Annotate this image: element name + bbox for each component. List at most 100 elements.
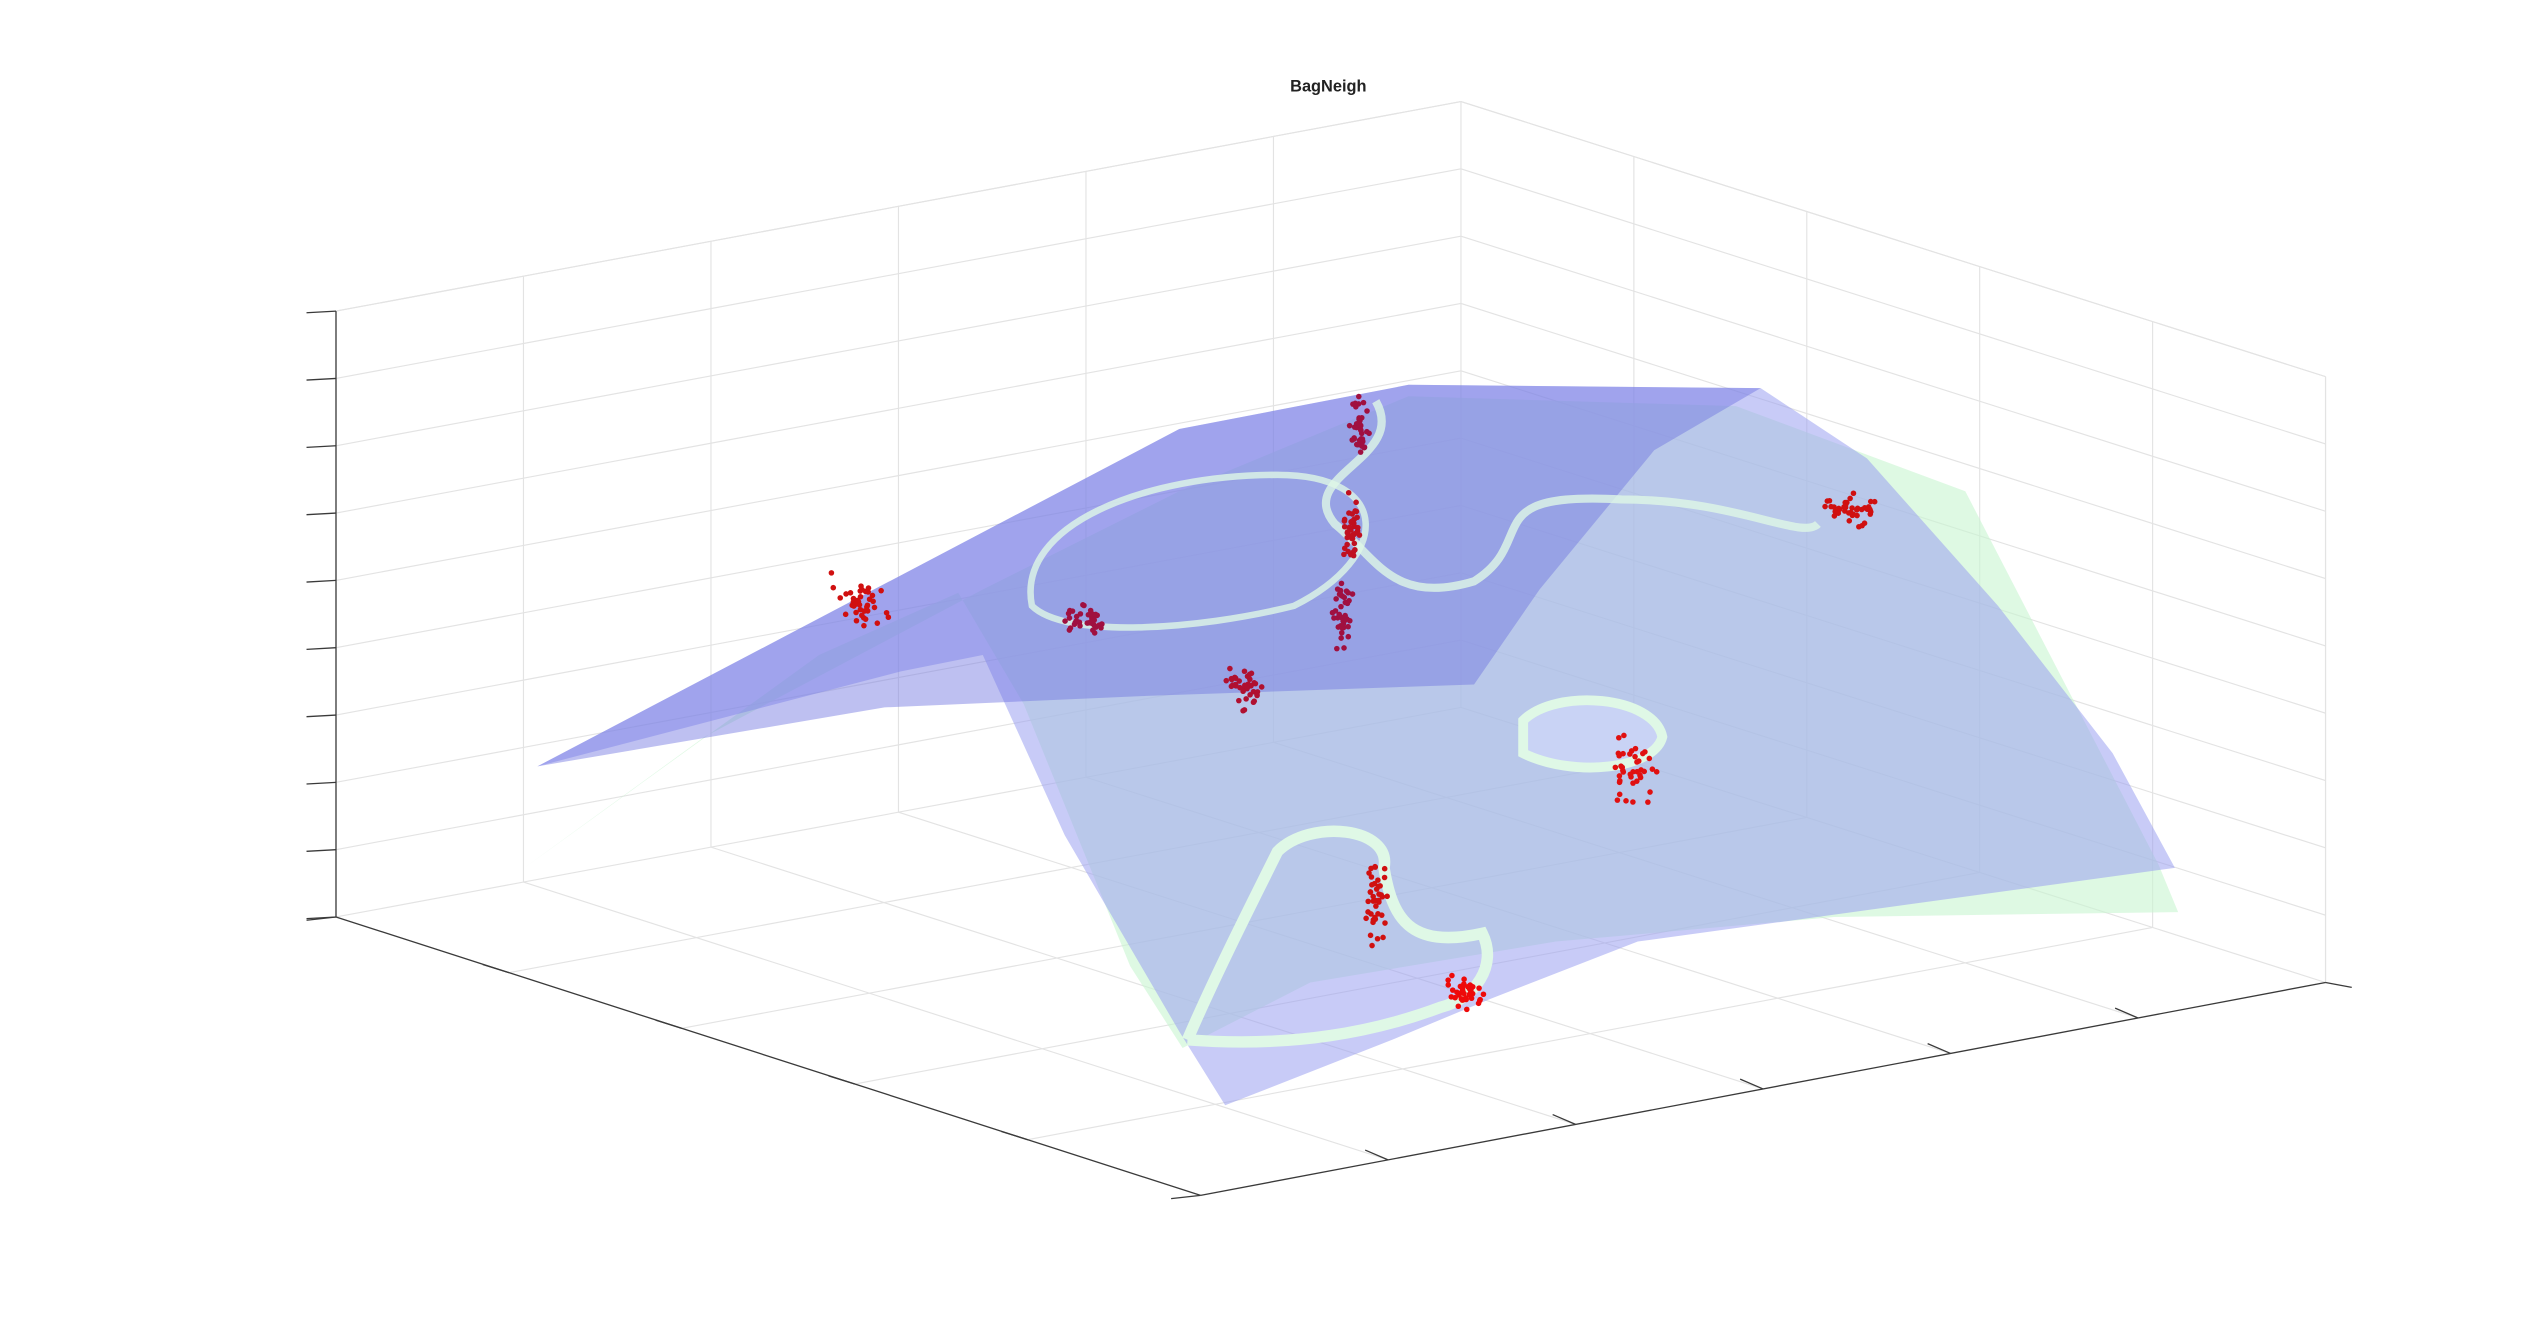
scatter-point <box>1334 645 1340 652</box>
scatter-point <box>1449 987 1456 993</box>
scatter-point <box>1845 510 1852 516</box>
scatter-point <box>1337 622 1344 629</box>
scatter-point <box>1849 505 1855 511</box>
scatter-point <box>1342 612 1348 619</box>
scatter-point <box>1372 863 1378 870</box>
tick <box>1171 1194 1201 1200</box>
scatter-point <box>1370 893 1376 900</box>
scatter-point <box>869 592 876 599</box>
scatter-point <box>1069 608 1076 614</box>
scatter-point <box>862 616 869 622</box>
scatter-point <box>1240 707 1246 714</box>
tick <box>1552 1113 1576 1126</box>
scatter-point <box>1859 522 1865 529</box>
scatter-point <box>1329 609 1336 616</box>
scatter-point <box>1350 549 1357 555</box>
scatter-point <box>1375 877 1381 883</box>
tick <box>306 579 337 583</box>
scatter-point <box>1354 514 1360 521</box>
scatter-point <box>1353 508 1360 515</box>
scatter-point <box>1653 769 1660 775</box>
scatter-point <box>1354 441 1361 448</box>
x-axis <box>335 916 1201 1196</box>
scatter-point <box>1445 977 1451 983</box>
scatter-point <box>1649 766 1656 772</box>
scatter-point <box>1381 865 1388 872</box>
scatter-point <box>1227 665 1233 672</box>
scatter-point <box>1630 799 1636 805</box>
tick <box>306 714 337 718</box>
scatter-point <box>1341 551 1347 558</box>
scatter-point <box>1459 985 1465 991</box>
scatter-point <box>1243 696 1249 702</box>
scatter-point <box>1867 498 1874 505</box>
scatter-point <box>856 602 863 608</box>
scatter-point <box>1339 629 1345 636</box>
scatter-point <box>883 609 890 616</box>
scatter-point <box>1374 935 1381 942</box>
scatter-point <box>1062 618 1068 624</box>
grid-line <box>1460 302 2326 580</box>
scatter-point <box>1365 898 1371 905</box>
scatter-point <box>1344 541 1350 548</box>
scatter-point <box>1344 534 1351 541</box>
scatter-point <box>859 612 865 619</box>
scatter-point <box>1338 603 1344 610</box>
scatter-point <box>853 617 860 624</box>
scatter-point <box>1236 697 1242 704</box>
scatter-point <box>1620 750 1626 757</box>
scatter-point <box>1637 772 1643 779</box>
grid-line <box>1460 168 2326 445</box>
scatter-point <box>1448 994 1455 1000</box>
scatter-point <box>1455 1003 1462 1010</box>
tick <box>306 781 337 785</box>
scatter-point <box>1366 430 1372 437</box>
scatter-point <box>1240 688 1246 695</box>
grid-line <box>1460 235 2326 512</box>
blue-surface <box>537 384 2175 1106</box>
scatter-point <box>1232 681 1239 688</box>
scatter-point <box>1246 671 1253 678</box>
chart-title: BagNeigh <box>1290 78 1366 96</box>
tick <box>2325 981 2352 989</box>
scatter-point <box>1354 528 1361 534</box>
scatter-point <box>1476 997 1483 1004</box>
scatter-point <box>1343 588 1350 594</box>
scatter-point <box>1251 698 1258 704</box>
scatter-point <box>1835 510 1842 516</box>
scatter-point <box>1341 516 1348 523</box>
scatter-point <box>1364 408 1370 414</box>
scatter-point <box>1338 635 1344 641</box>
scatter-point <box>1822 503 1828 510</box>
scatter-point <box>853 609 859 616</box>
scatter-point <box>1369 942 1375 949</box>
scatter-point <box>830 584 837 591</box>
scatter-point <box>1480 991 1487 998</box>
scatter-point <box>1372 914 1378 921</box>
scatter-point <box>1641 768 1648 775</box>
scatter-point <box>857 593 864 600</box>
scatter-point <box>1357 449 1364 455</box>
scatter-point <box>1073 618 1080 624</box>
scatter-point <box>1628 774 1634 780</box>
scatter-point <box>1080 602 1086 608</box>
scatter-point <box>1099 621 1105 627</box>
scatter-point <box>1843 501 1849 508</box>
scatter-point <box>1618 763 1624 769</box>
scatter-point <box>837 595 844 601</box>
tick <box>306 445 337 449</box>
scatter-point <box>1831 513 1838 519</box>
contour <box>1322 399 1821 592</box>
scatter-point <box>1846 518 1853 524</box>
scatter-point <box>1345 633 1352 640</box>
scatter-point <box>1867 509 1874 515</box>
scatter-point <box>1363 915 1369 922</box>
scatter-point <box>1348 527 1354 533</box>
scatter-point <box>1349 591 1356 597</box>
scatter-point <box>1461 976 1467 982</box>
scatter-point <box>864 602 871 609</box>
scatter-point <box>847 589 854 596</box>
scatter-point <box>1854 512 1860 519</box>
scatter-point <box>1345 623 1351 630</box>
scatter-point <box>1621 732 1627 739</box>
